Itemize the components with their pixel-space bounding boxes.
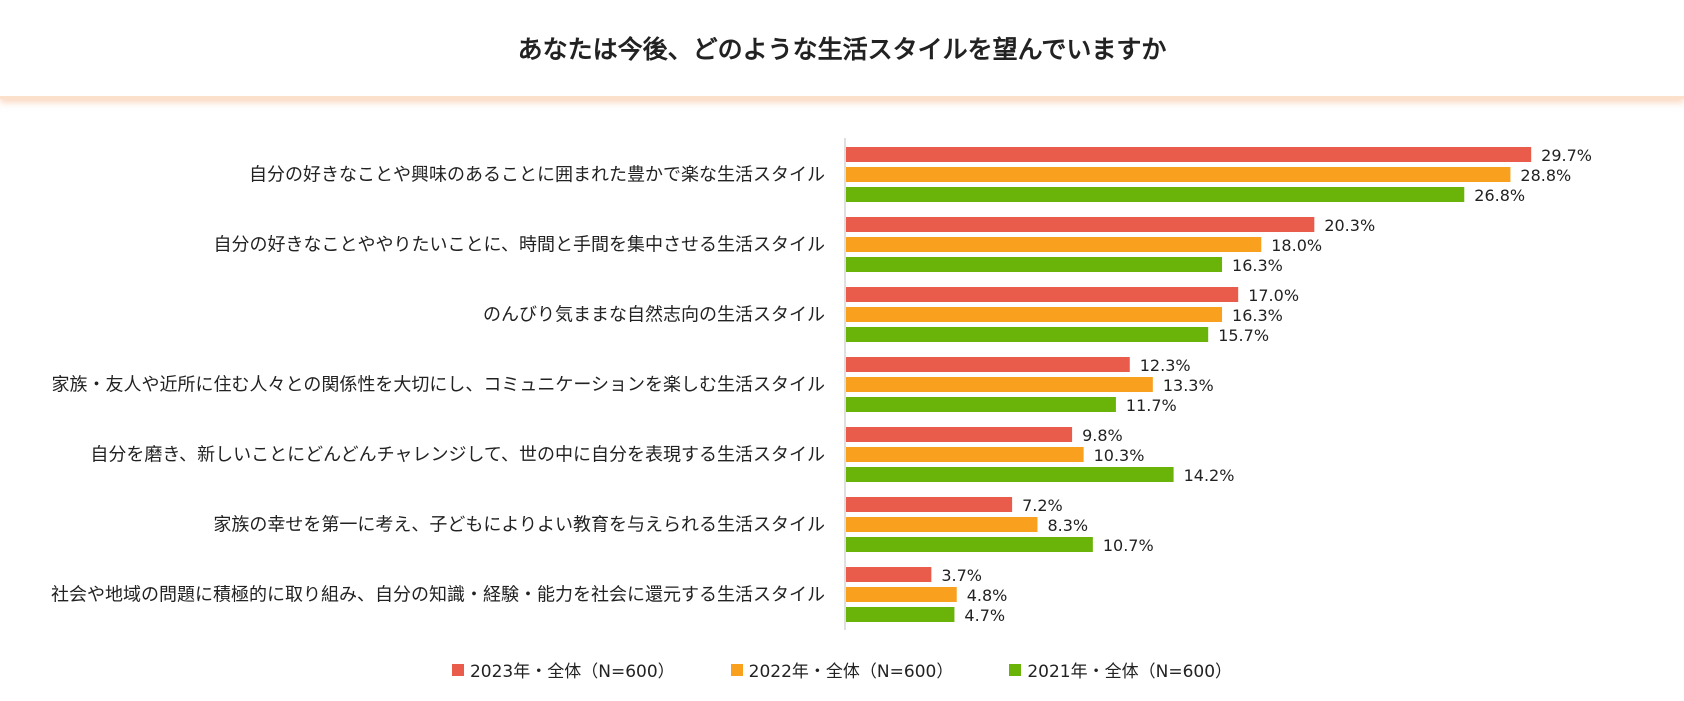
chart-legend: 2023年・全体（N=600） 2022年・全体（N=600） 2021年・全体（N… <box>0 657 1684 682</box>
bar-value-label: 10.3% <box>1094 446 1145 465</box>
bar <box>846 167 1511 182</box>
bar-value-label: 9.8% <box>1082 426 1123 445</box>
bar-value-label: 12.3% <box>1140 356 1191 375</box>
legend-item: 2023年・全体（N=600） <box>451 657 675 682</box>
bar <box>846 147 1532 162</box>
bar-chart: 自分の好きなことや興味のあることに囲まれた豊かで楽な生活スタイル 29.7%28.… <box>51 138 1592 630</box>
bar <box>846 467 1174 482</box>
chart-header: あなたは今後、どのような生活スタイルを望んでいますか <box>0 0 1684 99</box>
bar-value-label: 4.8% <box>967 586 1008 605</box>
bar <box>846 537 1093 552</box>
bar-value-label: 8.3% <box>1047 516 1088 535</box>
bar-value-label: 29.7% <box>1541 146 1592 165</box>
bar-value-label: 16.3% <box>1232 256 1283 275</box>
bar-value-label: 20.3% <box>1324 216 1375 235</box>
bar <box>846 327 1209 342</box>
category-label: のんびり気ままな自然志向の生活スタイル <box>483 305 825 326</box>
category-label: 自分の好きなことや興味のあることに囲まれた豊かで楽な生活スタイル <box>249 165 825 186</box>
bar <box>846 587 957 602</box>
category-label: 家族の幸せを第一に考え、子どもによりよい教育を与えられる生活スタイル <box>213 515 825 536</box>
bar <box>846 447 1084 462</box>
bar <box>846 357 1130 372</box>
legend-swatch <box>1009 663 1022 676</box>
legend-swatch <box>730 663 743 676</box>
category-label: 家族・友人や近所に住む人々との関係性を大切にし、コミュニケーションを楽しむ生活ス… <box>52 375 825 396</box>
bar <box>846 257 1223 272</box>
legend-item: 2021年・全体（N=600） <box>1009 657 1232 682</box>
category-label: 自分の好きなことややりたいことに、時間と手間を集中させる生活スタイル <box>214 235 825 256</box>
legend-item: 2022年・全体（N=600） <box>730 657 954 682</box>
bar <box>846 217 1315 232</box>
bar <box>846 397 1116 412</box>
bar-value-label: 10.7% <box>1103 536 1154 555</box>
category-label: 社会や地域の問題に積極的に取り組み、自分の知識・経験・能力を社会に還元する生活ス… <box>51 585 825 606</box>
bar <box>846 517 1038 532</box>
bar-value-label: 16.3% <box>1232 306 1283 325</box>
bar-value-label: 4.7% <box>964 606 1005 625</box>
bar-value-label: 13.3% <box>1163 376 1214 395</box>
legend-label: 2023年・全体（N=600） <box>469 662 675 682</box>
bar-value-label: 26.8% <box>1474 186 1525 205</box>
bar-value-label: 28.8% <box>1520 166 1571 185</box>
legend-swatch <box>451 663 464 676</box>
bar <box>846 187 1465 202</box>
bar <box>846 607 955 622</box>
bar-value-label: 18.0% <box>1271 236 1322 255</box>
legend-label: 2021年・全体（N=600） <box>1027 662 1233 682</box>
bar-value-label: 14.2% <box>1184 466 1235 485</box>
bar-value-label: 7.2% <box>1022 496 1063 515</box>
bar <box>846 377 1153 392</box>
bar <box>846 567 932 582</box>
chart-title: あなたは今後、どのような生活スタイルを望んでいますか <box>517 35 1167 64</box>
category-label: 自分を磨き、新しいことにどんどんチャレンジして、世の中に自分を表現する生活スタイ… <box>90 445 825 466</box>
bar <box>846 287 1239 302</box>
bar <box>846 237 1262 252</box>
bar-value-label: 11.7% <box>1126 396 1177 415</box>
bar-value-label: 17.0% <box>1248 286 1299 305</box>
bar <box>846 307 1223 322</box>
bar <box>846 427 1073 442</box>
bar-value-label: 15.7% <box>1218 326 1269 345</box>
legend-label: 2022年・全体（N=600） <box>748 662 954 682</box>
bar-value-label: 3.7% <box>941 566 982 585</box>
bar <box>846 497 1013 512</box>
